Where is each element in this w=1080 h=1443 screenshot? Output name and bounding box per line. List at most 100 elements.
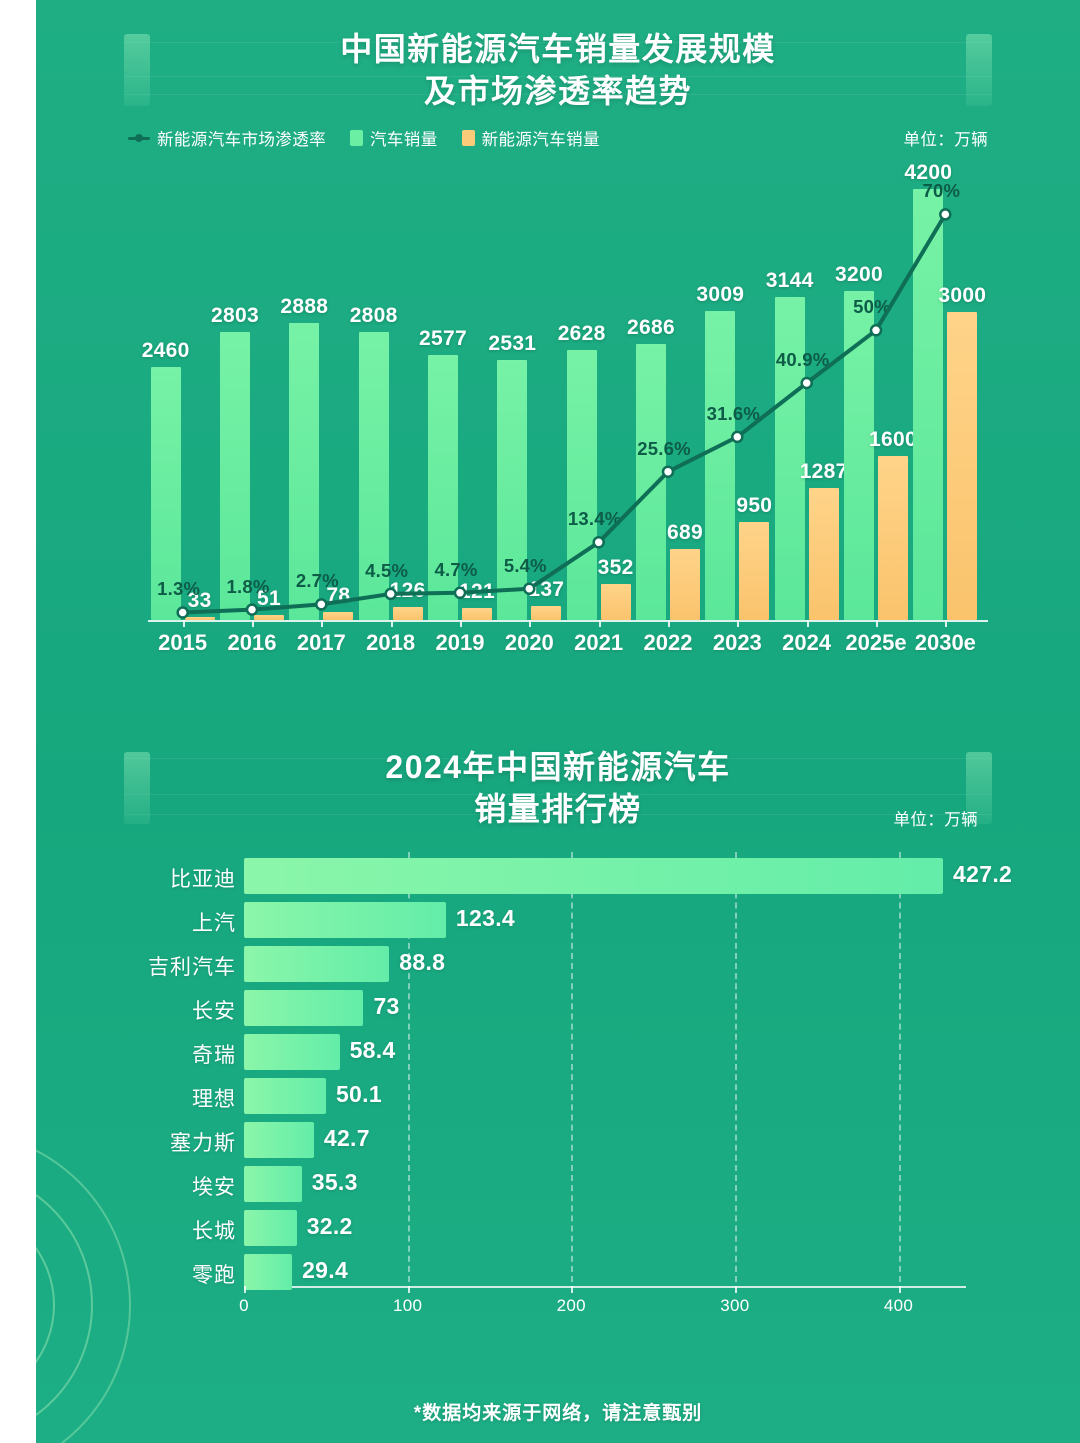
bar-nev-sales — [531, 605, 562, 620]
legend-item-penetration[interactable]: 新能源汽车市场渗透率 — [128, 126, 326, 150]
bar-auto-sales — [636, 344, 666, 620]
footnote: *数据均来源于网络，请注意甄别 — [413, 1403, 703, 1424]
ranking-chart: 比亚迪 427.2 上汽 123.4 吉利汽车 88.8 长安 73 奇瑞 58.4 理想 50.1 塞… — [36, 852, 1080, 1315]
bar-nev-sales — [462, 607, 492, 620]
rank-row-label: 比亚迪 — [170, 868, 236, 891]
orange-swatch-icon — [461, 130, 475, 146]
line-label-penetration: 25.6% — [637, 437, 691, 459]
line-label-penetration: 1.8% — [226, 575, 270, 597]
line-label-penetration: 1.3% — [157, 578, 201, 600]
ranking-title-line1: 2024年中国新能源汽车 — [385, 749, 731, 785]
legend-label-auto-sales: 汽车销量 — [370, 131, 438, 149]
bar-label-auto-sales: 2808 — [349, 303, 398, 327]
bar-label-auto-sales: 2888 — [280, 295, 329, 319]
banner2-cap-right — [966, 752, 992, 824]
bar-auto-sales — [428, 355, 458, 620]
bar-label-auto-sales: 3200 — [835, 263, 883, 287]
rank-bar — [244, 1122, 314, 1158]
bar-label-nev-sales: 1287 — [799, 459, 848, 483]
page-title-line2: 及市场渗透率趋势 — [423, 73, 692, 109]
rank-value-label: 32.2 — [306, 1213, 353, 1239]
combo-plot-area: 2460 33 1.3% 2803 51 1.8% 2888 78 2.7% 2808 126 4.5… — [142, 161, 986, 620]
unit-label-top: 单位：万辆 — [903, 131, 988, 149]
banner-cap-left — [124, 34, 150, 106]
rank-value-label: 123.4 — [455, 905, 515, 931]
bar-label-auto-sales: 4200 — [904, 160, 953, 184]
rank-bar — [244, 946, 390, 982]
bar-nev-sales — [670, 549, 700, 620]
bar-auto-sales — [150, 367, 181, 620]
bar-label-nev-sales: 126 — [389, 579, 426, 603]
x-tick-mark — [598, 620, 601, 627]
gridline — [571, 852, 574, 1282]
x-tick-label: 2015 — [158, 630, 208, 655]
x-tick-mark — [252, 620, 254, 627]
chart-legend: 新能源汽车市场渗透率 汽车销量 新能源汽车销量 单位：万辆 — [128, 124, 988, 152]
x-tick-label: 2030e — [914, 630, 976, 655]
rank-value-label: 58.4 — [349, 1037, 396, 1063]
rank-value-label: 88.8 — [399, 949, 446, 975]
line-marker-icon — [128, 132, 150, 144]
line-label-penetration: 13.4% — [567, 508, 622, 530]
bar-nev-sales — [184, 616, 215, 620]
banner2-stripes — [124, 740, 992, 836]
x-tick-label: 2019 — [435, 630, 485, 655]
legend-item-nev-sales[interactable]: 新能源汽车销量 — [461, 126, 600, 150]
combo-chart: 2460 33 1.3% 2803 51 1.8% 2888 78 2.7% 2808 126 4.5… — [36, 158, 1080, 678]
bar-nev-sales — [739, 522, 770, 620]
banner2-cap-left — [124, 752, 150, 824]
line-label-penetration: 40.9% — [775, 349, 830, 370]
rank-row-label: 塞力斯 — [170, 1132, 236, 1155]
line-label-penetration: 4.5% — [365, 559, 409, 581]
x-tick-mark — [876, 620, 878, 627]
x-tick-label: 2023 — [712, 630, 762, 655]
x-tick-mark — [945, 620, 948, 627]
bar-label-auto-sales: 2577 — [419, 327, 467, 351]
line-label-penetration: 50% — [853, 296, 891, 318]
bar-label-nev-sales: 33 — [187, 588, 212, 612]
rank-bar — [244, 1078, 326, 1114]
rank-x-tick-label: 300 — [720, 1296, 750, 1315]
rank-x-tick-label: 400 — [883, 1296, 914, 1315]
x-tick-label: 2025e — [845, 630, 907, 655]
bar-label-auto-sales: 2803 — [211, 304, 259, 328]
rank-x-tick-label: 100 — [392, 1296, 423, 1315]
bar-label-auto-sales: 2628 — [557, 322, 606, 346]
bar-label-nev-sales: 1600 — [869, 427, 917, 451]
rank-row-label: 埃安 — [192, 1176, 236, 1199]
legend-item-auto-sales[interactable]: 汽车销量 — [350, 126, 438, 150]
gridline — [734, 852, 737, 1282]
rank-bar — [244, 1034, 340, 1070]
top-title-banner: 中国新能源汽车销量发展规模 及市场渗透率趋势 — [124, 24, 992, 116]
ranking-x-axis — [244, 1286, 966, 1288]
rank-row-label: 理想 — [192, 1088, 236, 1111]
bar-nev-sales — [878, 455, 908, 620]
ranking-gridlines — [244, 852, 964, 1282]
ranking-title-line2: 销量排行榜 — [474, 791, 642, 827]
x-tick-mark — [529, 620, 532, 627]
bar-label-auto-sales: 3144 — [765, 269, 814, 293]
bar-nev-sales — [254, 614, 284, 620]
bar-auto-sales — [497, 360, 528, 620]
penetration-line-series — [176, 208, 952, 619]
rank-bar — [244, 902, 446, 938]
bar-label-nev-sales: 689 — [667, 521, 703, 545]
x-tick-label: 2024 — [782, 630, 832, 655]
bar-label-nev-sales: 352 — [597, 555, 634, 579]
combo-x-axis — [148, 620, 988, 622]
rank-x-tick-label: 0 — [239, 1296, 249, 1315]
rank-bar — [244, 990, 364, 1026]
legend-label-penetration: 新能源汽车市场渗透率 — [157, 131, 326, 149]
x-tick-mark — [668, 620, 670, 627]
x-tick-mark — [737, 620, 740, 627]
x-tick-mark — [390, 620, 393, 627]
banner-cap-right — [966, 34, 992, 106]
bar-label-nev-sales: 51 — [257, 586, 281, 610]
rank-bar — [244, 1254, 293, 1290]
bottom-title-banner: 2024年中国新能源汽车 销量排行榜 单位：万辆 — [124, 740, 992, 836]
bar-auto-sales — [705, 310, 736, 620]
x-tick-label: 2016 — [227, 630, 277, 655]
bar-nev-sales — [600, 583, 631, 620]
line-label-penetration: 31.6% — [706, 402, 761, 424]
x-tick-label: 2020 — [504, 630, 554, 655]
